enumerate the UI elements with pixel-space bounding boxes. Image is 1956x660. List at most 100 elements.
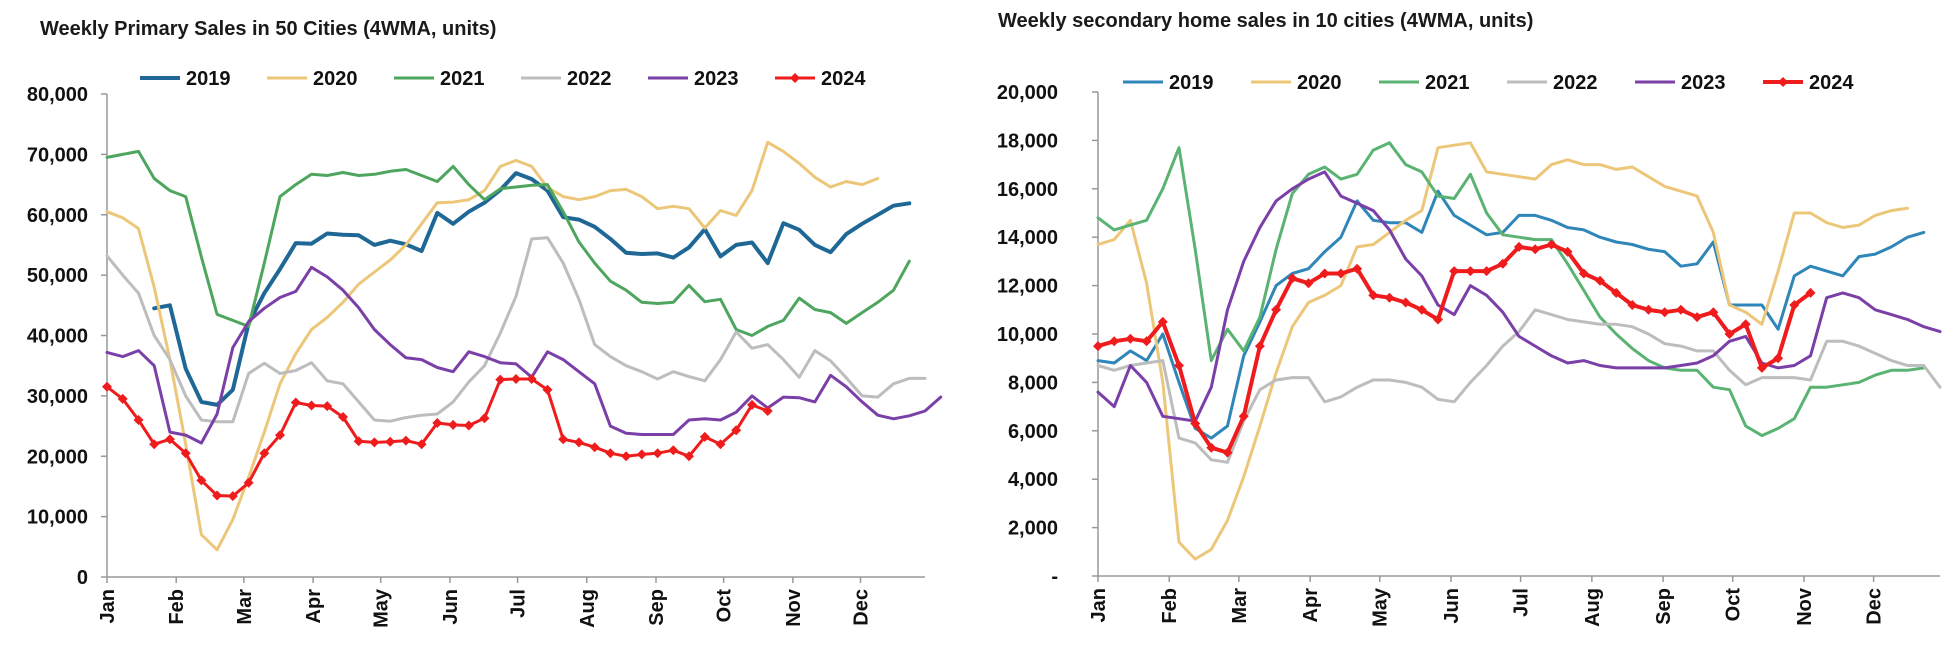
data-point: [1157, 316, 1168, 327]
legend-label: 2023: [1681, 72, 1726, 94]
series-2024: [102, 374, 773, 502]
x-tick-label: Sep: [646, 589, 668, 626]
x-tick-label: Jul: [508, 589, 530, 618]
data-point: [1514, 241, 1524, 252]
data-point: [306, 400, 317, 411]
series-2023: [1096, 170, 1942, 423]
data-point: [1335, 268, 1346, 279]
legend-label: 2020: [1297, 72, 1342, 94]
data-point: [1692, 312, 1703, 323]
data-point: [1481, 266, 1492, 277]
series-line-2022: [1096, 308, 1942, 464]
data-point: [290, 397, 301, 408]
data-point: [1109, 336, 1120, 347]
data-point: [621, 451, 632, 462]
data-point: [400, 435, 411, 446]
data-point: [1206, 442, 1217, 453]
data-point: [133, 415, 144, 425]
data-point: [102, 381, 112, 392]
x-tick-label: Jul: [1511, 588, 1533, 617]
data-point: [164, 434, 175, 445]
data-point: [652, 448, 663, 459]
legend-label: 2022: [1553, 72, 1598, 94]
x-tick-label: Dec: [1864, 588, 1886, 625]
data-point: [1773, 353, 1784, 364]
series-line-2020: [1096, 141, 1910, 561]
x-tick-label: Sep: [1653, 588, 1675, 625]
data-point: [1530, 244, 1541, 255]
x-tick-label: Mar: [1229, 588, 1251, 624]
y-tick-label: 16,000: [997, 179, 1058, 201]
data-point: [573, 437, 584, 448]
x-tick-label: Aug: [1582, 588, 1604, 627]
x-tick-label: May: [371, 588, 393, 628]
y-tick-label: 20,000: [27, 446, 88, 468]
legend-item-2023: 2023: [1635, 72, 1726, 94]
data-point: [353, 436, 364, 447]
data-point: [747, 399, 757, 410]
series-2020: [105, 140, 880, 552]
secondary-sales-chart: - 2,000 4,000 6,000 8,000 10,000 12,000 14,000 1…: [997, 72, 1942, 627]
y-tick-label: 12,000: [997, 276, 1058, 298]
data-point: [1433, 314, 1443, 325]
data-point: [1708, 307, 1719, 318]
data-point: [1546, 239, 1557, 250]
legend-item-2019: 2019: [140, 68, 231, 90]
data-point: [448, 419, 459, 430]
data-point: [1724, 329, 1735, 339]
y-tick-label: 18,000: [997, 130, 1058, 152]
data-point: [227, 491, 238, 502]
y-tick-label: 40,000: [27, 326, 88, 348]
data-point: [1643, 304, 1654, 315]
data-point: [1190, 418, 1201, 429]
data-point: [1352, 263, 1363, 274]
series-line-2021: [105, 149, 911, 337]
data-point: [684, 451, 694, 462]
data-point: [1125, 333, 1136, 344]
data-point: [322, 401, 333, 412]
data-point: [1368, 290, 1379, 301]
data-point: [1319, 268, 1330, 279]
series-2022: [1096, 308, 1942, 464]
data-point: [1400, 297, 1411, 308]
legend-item-2022: 2022: [521, 68, 612, 90]
primary-sales-chart: 0 10,000 20,000 30,000 40,000 50,000 60,000 70,…: [27, 68, 943, 628]
data-point: [1675, 304, 1686, 315]
data-point: [511, 374, 521, 384]
data-point: [715, 439, 726, 450]
data-point: [1384, 292, 1395, 303]
legend-label: 2021: [440, 68, 485, 90]
series-2024: [1093, 239, 1816, 458]
data-point: [479, 413, 490, 424]
data-point: [526, 374, 537, 384]
data-point: [1562, 246, 1573, 257]
legend-item-2023: 2023: [648, 68, 739, 90]
legend: 2019 2020 2021 2022 2023 2024: [1123, 72, 1854, 94]
x-tick-label: Oct: [714, 589, 736, 623]
data-point: [1627, 300, 1638, 310]
x-tick-label: Feb: [1159, 588, 1181, 624]
series-line-2021: [1096, 141, 1926, 438]
y-tick-label: 20,000: [997, 82, 1058, 104]
data-point: [636, 449, 647, 460]
legend-item-2024: 2024: [1763, 72, 1854, 94]
series-line-2020: [105, 140, 880, 552]
legend-item-2021: 2021: [1379, 72, 1470, 94]
data-point: [196, 475, 207, 486]
data-point: [668, 445, 679, 456]
data-point: [1449, 266, 1460, 277]
y-tick-label: 8,000: [1008, 372, 1058, 394]
data-point: [180, 448, 191, 459]
data-point: [1595, 275, 1605, 286]
axes: 0 10,000 20,000 30,000 40,000 50,000 60,000 70,…: [27, 84, 925, 628]
legend-marker: [790, 73, 800, 83]
legend-label: 2020: [313, 68, 358, 90]
y-tick-label: 14,000: [997, 227, 1058, 249]
data-point: [416, 439, 427, 450]
data-point: [1303, 278, 1314, 289]
data-point: [1254, 341, 1265, 352]
chart-title: Weekly Primary Sales in 50 Cities (4WMA,…: [40, 18, 497, 40]
x-tick-label: Jan: [97, 589, 119, 623]
legend-item-2021: 2021: [394, 68, 485, 90]
data-point: [1740, 319, 1751, 330]
